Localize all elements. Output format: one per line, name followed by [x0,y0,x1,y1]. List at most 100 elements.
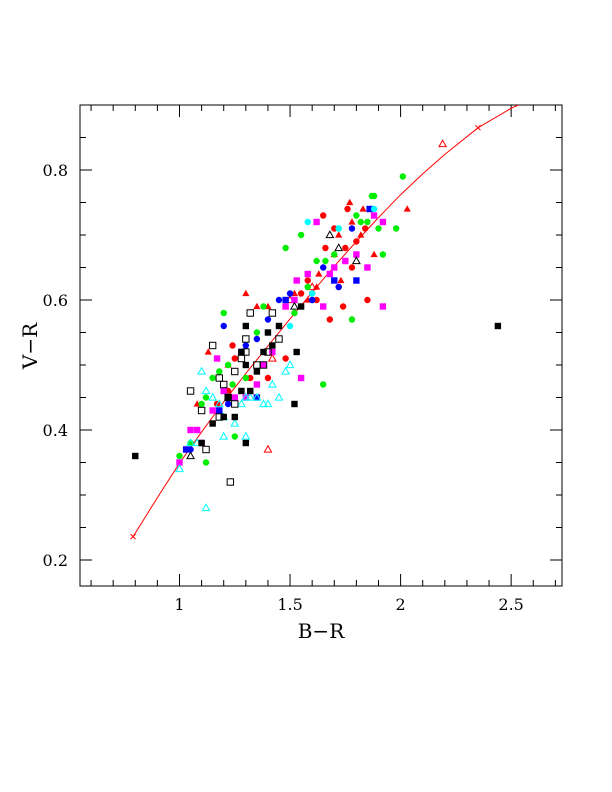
blue-filled-square-point [366,205,373,213]
black-filled-square-point [209,420,216,427]
cyan-filled-circle-point [308,290,316,297]
magenta-filled-square-point [353,251,360,258]
red-filled-triangle-point [204,348,212,355]
red-filled-circle-point [331,225,338,232]
black-filled-square-point [242,361,250,369]
cyan-filled-circle-point [335,225,342,232]
blue-filled-square-point [353,277,360,284]
green-filled-circle-point [320,381,327,388]
red-filled-circle-point [320,212,327,219]
black-open-square-point [231,367,239,376]
red-filled-triangle-point [253,302,261,310]
red-filled-circle-point [247,374,254,382]
cyan-filled-circle-point [304,218,311,226]
magenta-filled-square-point [260,361,267,369]
magenta-filled-square-point [379,303,387,310]
red-filled-circle-point [282,355,289,362]
green-filled-circle-point [253,329,261,336]
blue-filled-square-point [331,277,338,284]
blue-filled-square-point [182,446,190,453]
black-open-square-point [246,309,254,317]
red-filled-circle-point [344,205,351,213]
black-open-triangle-point [186,451,196,460]
cyan-open-triangle-point [263,399,273,408]
black-filled-square-point [269,342,276,349]
magenta-filled-square-point [187,426,194,434]
magenta-filled-square-point [320,303,327,310]
curve-cross-marker [553,86,558,91]
cyan-open-triangle-point [197,366,207,375]
red-filled-circle-point [229,342,236,349]
black-filled-square-point [224,394,232,401]
black-open-triangle-point [325,230,335,239]
tick-labels: 1 1.5 2 2.5 0.2 0.4 0.6 0.8 [43,161,524,614]
green-filled-circle-point [375,225,382,232]
cyan-open-triangle-point [274,392,284,401]
cyan-open-triangle-point [259,399,268,408]
black-filled-square-point [238,348,245,356]
cyan-open-triangle-point [285,360,295,369]
black-open-square-point [226,478,235,486]
blue-filled-circle-point [242,342,250,349]
cyan-open-triangle-point [214,399,224,408]
green-filled-circle-point [224,361,232,369]
cyan-open-triangle-point [219,431,229,440]
green-filled-circle-point [297,231,305,239]
cyan-open-triangle-point [236,399,246,408]
y-tick-label: 0.2 [43,551,68,570]
magenta-filled-square-point [331,264,338,271]
red-filled-triangle-point [370,250,378,258]
y-tick-label: 0.6 [43,291,68,310]
green-filled-circle-point [216,368,223,375]
black-open-triangle-point [334,243,344,252]
black-open-square-point [231,400,239,408]
magenta-filled-square-point [269,348,276,356]
black-filled-square-point [494,322,502,330]
red-filled-triangle-point [357,231,365,238]
green-filled-circle-point [202,459,210,466]
green-filled-circle-point [353,212,360,219]
black-open-square-point [215,413,223,421]
red-filled-circle-point [304,277,311,284]
green-filled-circle-point [291,309,298,317]
red-filled-circle-point [339,303,347,310]
magenta-filled-square-point [293,277,300,284]
red-filled-circle-point [231,355,238,362]
green-filled-circle-point [364,218,371,226]
black-filled-square-point [264,329,272,336]
black-open-square-point [242,348,250,356]
black-open-square-point [264,348,272,356]
curve-cross-marker [130,533,136,540]
red-filled-circle-point [313,296,320,304]
green-filled-circle-point [392,225,400,232]
magenta-filled-square-point [193,426,201,434]
red-filled-triangle-point [337,276,345,284]
green-filled-circle-point [229,381,236,388]
red-filled-triangle-point [346,198,354,206]
red-filled-circle-point [342,244,349,252]
blue-filled-circle-point [335,283,342,291]
black-open-square-point [259,361,268,369]
blue-filled-circle-point [320,264,327,271]
cyan-open-triangle-point [267,379,277,388]
green-filled-circle-point [348,316,356,323]
red-filled-circle-point [364,296,371,304]
black-open-triangle-point [351,256,361,265]
curve-cross-marker [475,124,481,131]
black-filled-square-point [238,387,245,395]
green-filled-circle-point [260,303,267,310]
magenta-filled-square-point [253,381,261,388]
magenta-filled-square-point [342,257,349,265]
magenta-filled-square-point [379,218,387,226]
blue-filled-square-point [253,394,261,401]
blue-filled-circle-point [253,335,261,343]
magenta-filled-square-point [176,459,183,466]
black-filled-square-point [242,322,250,330]
black-open-square-point [224,393,232,402]
black-open-square-point [268,309,277,317]
black-filled-square-point [297,303,305,310]
black-filled-square-point [132,452,139,460]
red-filled-circle-point [362,225,369,232]
x-tick-label: 2 [396,595,406,614]
